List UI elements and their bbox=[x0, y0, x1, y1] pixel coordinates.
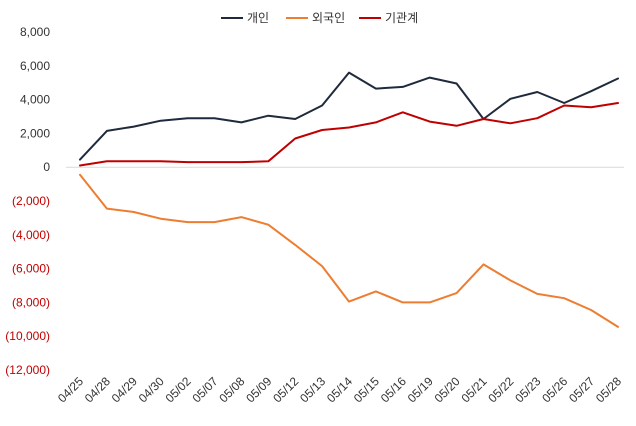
y-tick-label: 8,000 bbox=[20, 25, 50, 39]
x-tick-label: 05/20 bbox=[432, 374, 463, 405]
y-tick-label: (2,000) bbox=[12, 194, 50, 208]
x-tick-label: 05/07 bbox=[189, 374, 220, 405]
x-tick-label: 05/09 bbox=[243, 374, 274, 405]
legend-label: 개인 bbox=[247, 11, 269, 25]
series-lines bbox=[79, 71, 619, 328]
legend-label: 외국인 bbox=[312, 11, 345, 25]
series-line-2 bbox=[79, 173, 619, 328]
x-tick-label: 05/26 bbox=[539, 374, 570, 405]
legend-label: 기관계 bbox=[385, 11, 418, 25]
y-tick-label: 0 bbox=[43, 160, 50, 174]
x-tick-label: 05/27 bbox=[566, 374, 597, 405]
x-tick-label: 05/13 bbox=[297, 374, 328, 405]
x-axis: 04/2504/2804/2904/3005/0205/0705/0805/09… bbox=[55, 374, 624, 405]
y-axis: 8,000 6,000 4,000 2,000 0 (2,000) (4,000) (6,00… bbox=[5, 25, 624, 377]
x-tick-label: 05/19 bbox=[405, 374, 436, 405]
series-line-1 bbox=[79, 71, 619, 161]
y-tick-label: (10,000) bbox=[5, 329, 50, 343]
x-tick-label: 04/28 bbox=[82, 374, 113, 405]
x-tick-label: 05/15 bbox=[351, 374, 382, 405]
y-tick-label: 6,000 bbox=[20, 59, 50, 73]
x-tick-label: 05/22 bbox=[485, 374, 516, 405]
y-tick-label: (6,000) bbox=[12, 262, 50, 276]
x-tick-label: 04/29 bbox=[109, 374, 140, 405]
x-tick-label: 05/16 bbox=[378, 374, 409, 405]
x-tick-label: 05/21 bbox=[458, 374, 489, 405]
x-tick-label: 04/25 bbox=[55, 374, 86, 405]
x-tick-label: 05/02 bbox=[163, 374, 194, 405]
y-tick-label: 4,000 bbox=[20, 93, 50, 107]
series-line-3 bbox=[79, 102, 619, 167]
y-tick-label: (8,000) bbox=[12, 295, 50, 309]
x-tick-label: 05/28 bbox=[593, 374, 624, 405]
x-tick-label: 04/30 bbox=[136, 374, 167, 405]
x-tick-label: 05/08 bbox=[216, 374, 247, 405]
y-tick-label: (12,000) bbox=[5, 363, 50, 377]
y-tick-label: (4,000) bbox=[12, 228, 50, 242]
legend: 개인 외국인 기관계 bbox=[221, 11, 418, 25]
y-tick-label: 2,000 bbox=[20, 126, 50, 140]
x-tick-label: 05/12 bbox=[270, 374, 301, 405]
x-tick-label: 05/14 bbox=[324, 374, 355, 405]
x-tick-label: 05/23 bbox=[512, 374, 543, 405]
